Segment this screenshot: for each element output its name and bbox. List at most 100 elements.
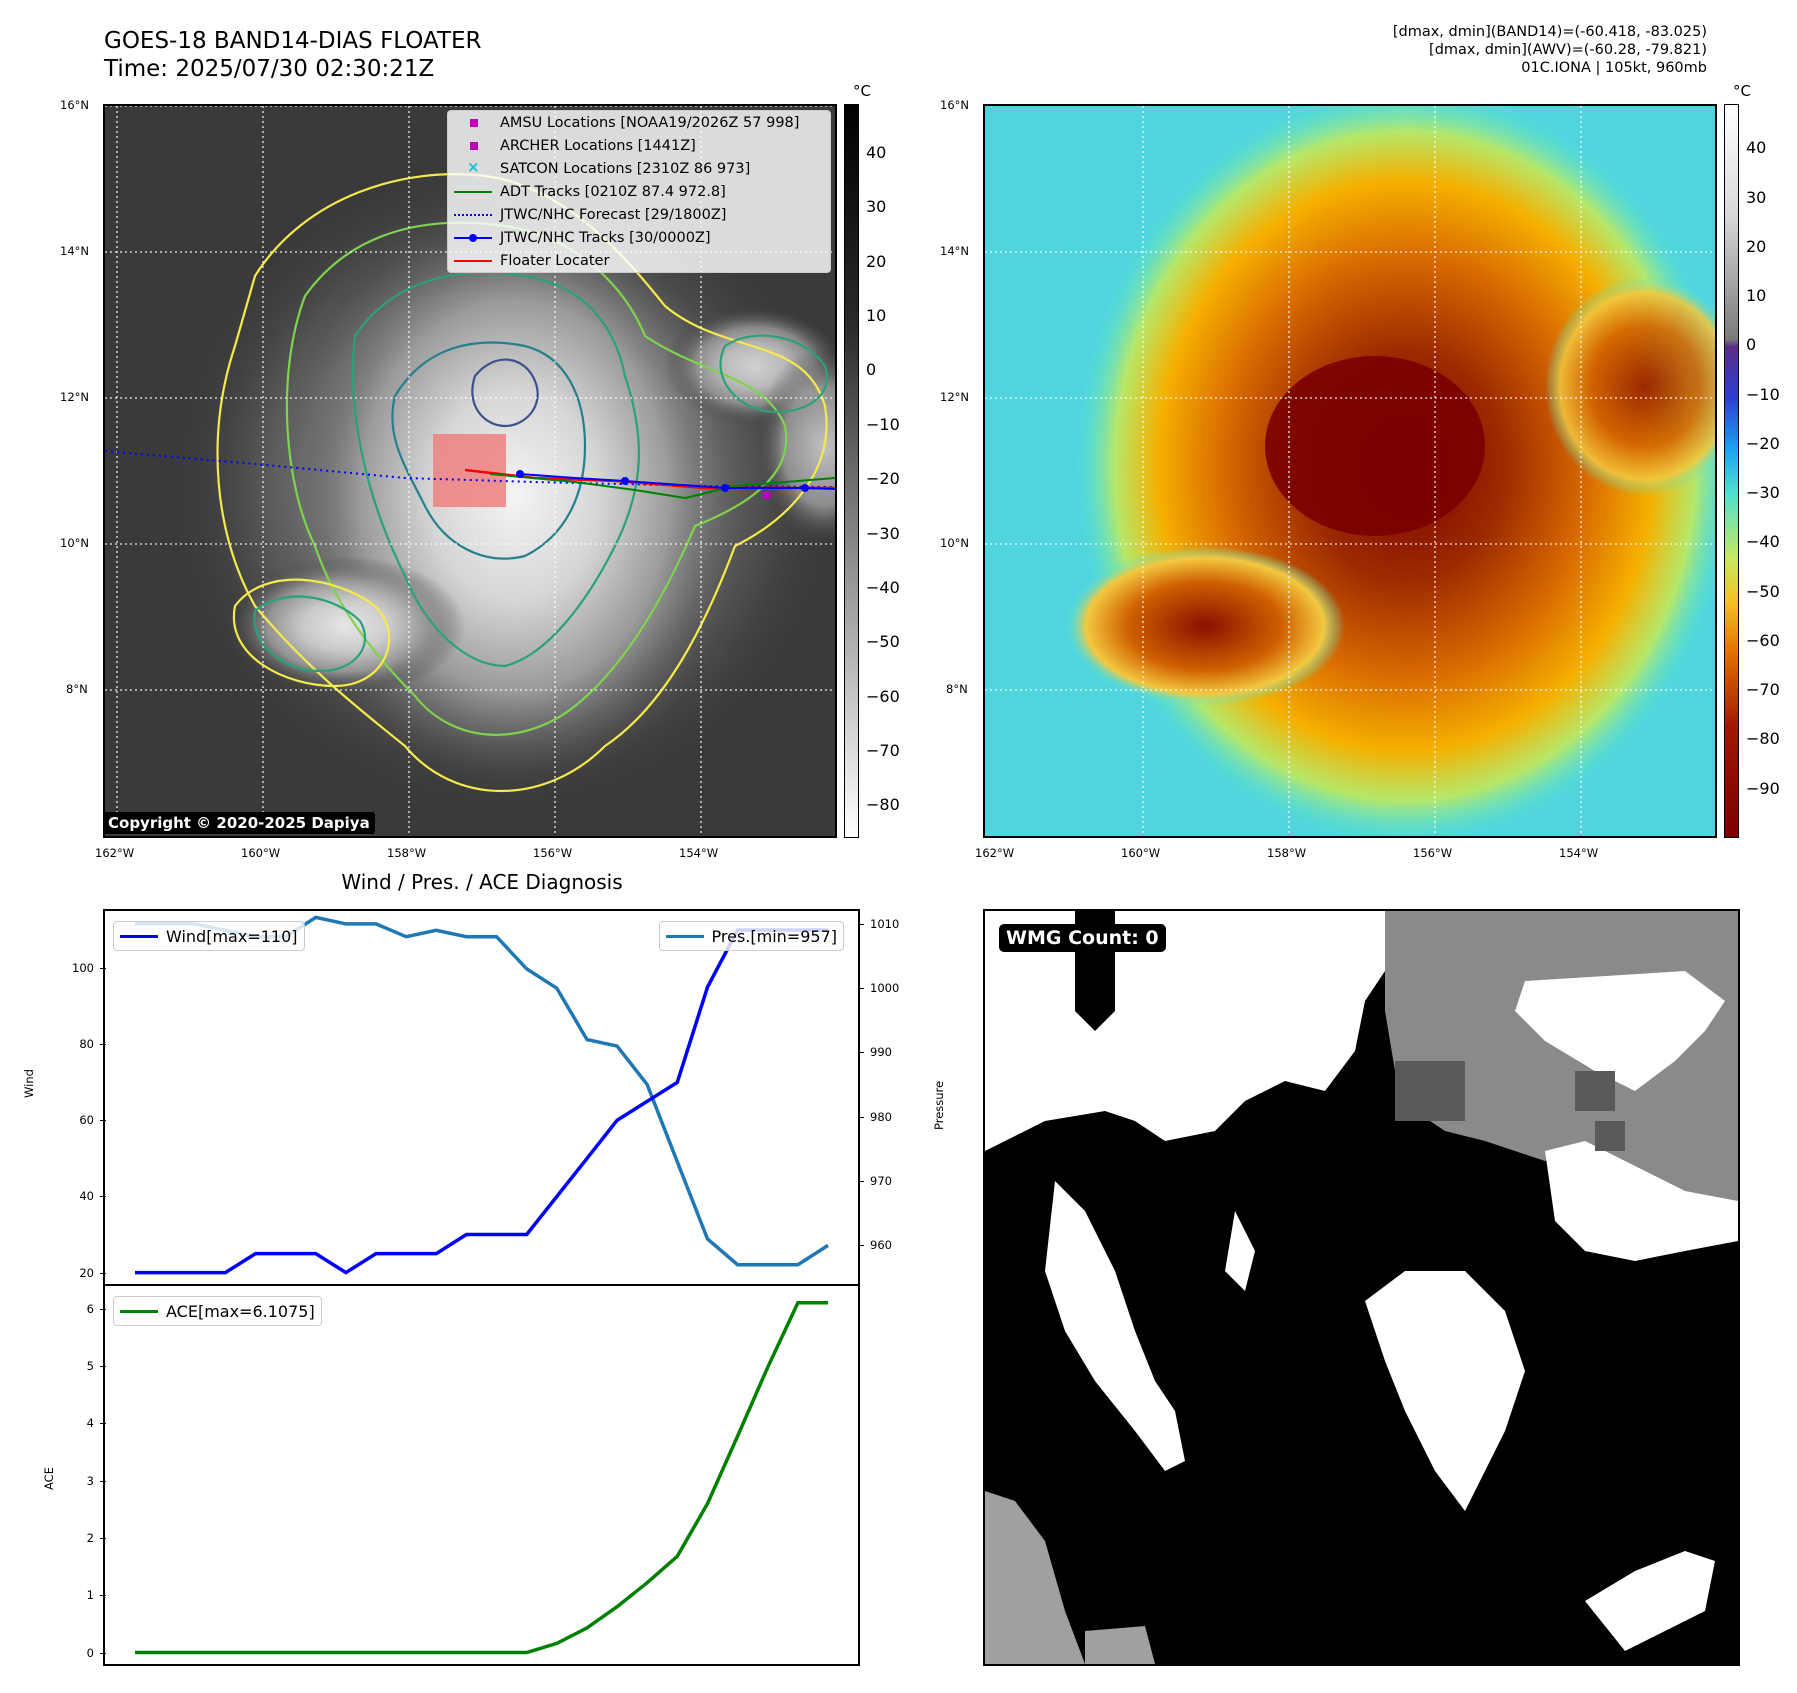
figure-title-line2: Time: 2025/07/30 02:30:21Z [104, 56, 435, 82]
ir-map-panel [103, 104, 837, 838]
awv-map-panel [983, 104, 1717, 838]
legend-label: AMSU Locations [NOAA19/2026Z 57 998] [500, 114, 800, 131]
wind-axis-tick: 40 [79, 1189, 94, 1204]
pressure-axis-tick-mark [858, 1052, 864, 1054]
pressure-axis-tick: 990 [870, 1045, 892, 1060]
lat-label: 12°N [940, 390, 969, 404]
colorbar-tick: −20 [866, 469, 900, 489]
dotted-line-icon [454, 213, 492, 216]
legend-label: Floater Locater [500, 252, 610, 269]
ir-colorbar [844, 104, 859, 838]
lon-label: 158°W [1267, 846, 1307, 860]
ace-axis-tick: 5 [86, 1359, 94, 1374]
track-legend: AMSU Locations [NOAA19/2026Z 57 998] ARC… [447, 110, 831, 273]
wmg-panel: WMG Count: 0 [983, 909, 1740, 1666]
colorbar-tick: −10 [1746, 384, 1780, 404]
colorbar-tick: −80 [866, 795, 900, 815]
line-dot-icon [469, 233, 477, 242]
legend-item-satcon: × SATCON Locations [2310Z 86 973] [448, 157, 830, 180]
pressure-axis-tick-mark [858, 988, 864, 990]
wind-axis-tick: 100 [72, 961, 94, 976]
lat-label: 14°N [60, 244, 89, 258]
colorbar-tick: −50 [1746, 581, 1780, 601]
wind-pressure-svg [135, 915, 829, 1275]
lon-label: 160°W [1121, 846, 1161, 860]
ace-axis-tick: 0 [86, 1645, 94, 1660]
colorbar-tick: 30 [866, 197, 887, 217]
square-marker-icon [470, 118, 478, 127]
colorbar-tick: −10 [866, 414, 900, 434]
wind-axis-tick: 80 [79, 1037, 94, 1052]
figure-title-line1: GOES-18 BAND14-DIAS FLOATER [104, 28, 482, 54]
legend-label: SATCON Locations [2310Z 86 973] [500, 160, 751, 177]
ace-axis-tick: 1 [86, 1588, 94, 1603]
lon-label: 156°W [533, 846, 573, 860]
lat-label: 8°N [66, 682, 88, 696]
pressure-axis-tick: 980 [870, 1109, 892, 1124]
legend-item-archer: ARCHER Locations [1441Z] [448, 134, 830, 157]
lon-label: 162°W [975, 846, 1015, 860]
colorbar-tick: −40 [1746, 532, 1780, 552]
lon-label: 162°W [95, 846, 135, 860]
storm-summary: [dmax, dmin](BAND14)=(-60.418, -83.025) … [1393, 23, 1707, 77]
colorbar-tick: −60 [1746, 630, 1780, 650]
pressure-legend-label: Pres.[min=957] [711, 926, 837, 946]
ace-legend-label: ACE[max=6.1075] [166, 1301, 315, 1321]
pressure-axis-tick-mark [858, 923, 864, 925]
awv-range: [dmax, dmin](AWV)=(-60.28, -79.821) [1429, 42, 1707, 58]
ace-axis-label: ACE [42, 1467, 56, 1490]
storm-info: 01C.IONA | 105kt, 960mb [1521, 60, 1707, 76]
square-marker-icon [470, 141, 478, 150]
figure-title: GOES-18 BAND14-DIAS FLOATER Time: 2025/0… [104, 27, 482, 83]
colorbar-tick: −80 [1746, 729, 1780, 749]
wind-legend: Wind[max=110] [113, 921, 305, 951]
wmg-image [985, 911, 1738, 1664]
legend-item-floater: Floater Locater [448, 249, 830, 272]
colorbar-tick: −60 [866, 686, 900, 706]
legend-label: JTWC/NHC Tracks [30/0000Z] [500, 229, 711, 246]
colorbar-tick: 0 [1746, 335, 1757, 355]
lat-label: 12°N [60, 390, 89, 404]
colorbar-tick: −50 [866, 632, 900, 652]
ace-svg [135, 1301, 828, 1655]
lon-label: 154°W [1559, 846, 1599, 860]
lat-label: 10°N [940, 536, 969, 550]
pressure-axis-tick: 970 [870, 1174, 892, 1189]
lat-label: 10°N [60, 536, 89, 550]
lat-label: 8°N [946, 682, 968, 696]
wind-axis-tick-mark [100, 1196, 106, 1198]
colorbar-tick: −20 [1746, 433, 1780, 453]
legend-item-amsu: AMSU Locations [NOAA19/2026Z 57 998] [448, 111, 830, 134]
lat-label: 14°N [940, 244, 969, 258]
lon-label: 160°W [241, 846, 281, 860]
ace-axis-tick-mark [100, 1538, 106, 1539]
colorbar-tick: 10 [1746, 286, 1767, 306]
pressure-legend: Pres.[min=957] [658, 921, 844, 951]
legend-label: ARCHER Locations [1441Z] [500, 137, 696, 154]
colorbar-tick: −70 [866, 741, 900, 760]
colorbar-tick: −70 [1746, 680, 1780, 700]
colorbar-tick: −30 [1746, 483, 1780, 503]
x-marker-icon: × [467, 157, 480, 176]
pressure-axis-tick-mark [858, 1181, 864, 1183]
ace-line-icon [120, 1310, 158, 1313]
copyright-badge: Copyright © 2020-2025 Dapiya [103, 812, 375, 834]
legend-item-tracks: JTWC/NHC Tracks [30/0000Z] [448, 226, 830, 249]
pressure-axis-tick: 1000 [870, 981, 900, 996]
wind-axis-tick: 20 [79, 1265, 94, 1280]
colorbar-tick: 0 [866, 360, 877, 380]
wind-line [135, 928, 828, 1275]
lon-label: 154°W [679, 846, 719, 860]
lon-label: 156°W [1413, 846, 1453, 860]
colorbar-tick: −30 [866, 523, 900, 543]
pressure-axis-tick: 960 [870, 1238, 892, 1253]
ace-axis-tick-mark [100, 1308, 106, 1310]
wind-axis-tick-mark [100, 1044, 106, 1046]
wind-axis-tick-mark [100, 1272, 106, 1274]
awv-map-image [985, 106, 1715, 836]
lat-label: 16°N [940, 98, 969, 112]
ir-map-image [105, 106, 835, 836]
solid-line-icon [454, 190, 492, 193]
pressure-axis-label: Pressure [932, 1080, 946, 1130]
ace-plot: ACE[max=6.1075] [103, 1284, 860, 1666]
